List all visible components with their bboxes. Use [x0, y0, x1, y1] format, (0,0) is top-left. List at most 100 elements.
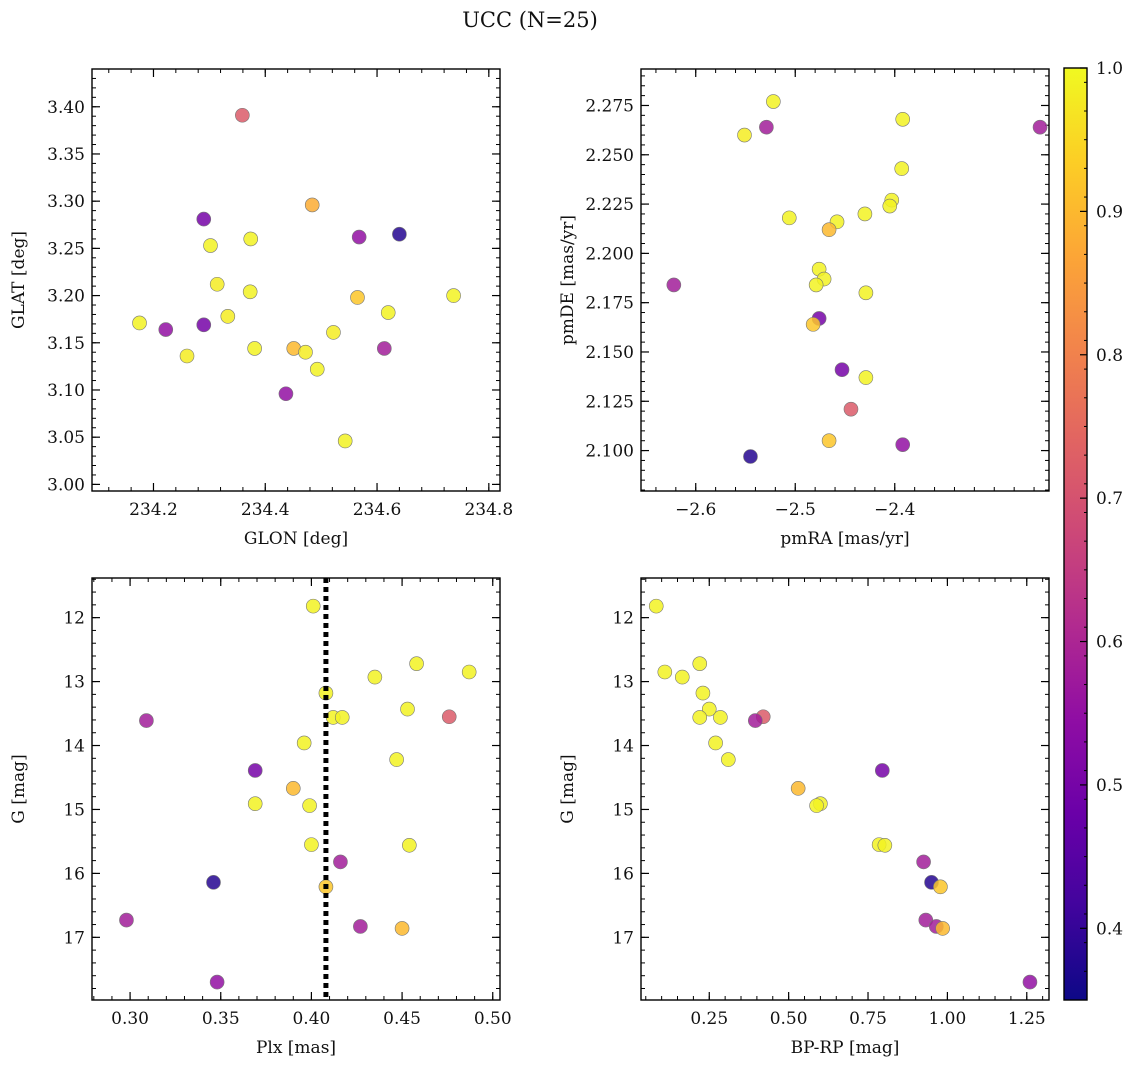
scatter-point: [692, 710, 708, 725]
y-tick-label: 14: [63, 737, 85, 757]
scatter-point: [334, 710, 350, 725]
scatter-point: [377, 341, 392, 356]
scatter-point: [298, 344, 313, 360]
x-tick-label: 234.4: [241, 500, 290, 520]
y-tick-label: 2.225: [585, 195, 634, 215]
y-tick-label: 2.150: [585, 343, 634, 363]
scatter-point: [285, 781, 301, 796]
scatter-point: [209, 276, 225, 292]
x-tick-label: −2.6: [675, 500, 716, 520]
y-tick-label: 3.00: [47, 475, 85, 495]
x-axis-label: GLON [deg]: [244, 529, 348, 549]
scatter-point: [808, 277, 824, 293]
plot-frame: [91, 68, 501, 492]
y-tick-label: 13: [63, 673, 85, 693]
colorbar-tick-label: 0.4: [1096, 919, 1123, 939]
scatter-point: [220, 309, 236, 324]
scatter-point: [933, 879, 948, 895]
plot-frame: [91, 577, 501, 1001]
scatter-point: [179, 348, 195, 364]
scatter-point: [326, 325, 341, 340]
x-tick-label: 234.8: [464, 500, 513, 520]
scatter-point: [196, 211, 212, 227]
x-tick-label: 0.40: [292, 1009, 330, 1029]
colorbar-tick-label: 0.6: [1096, 633, 1123, 653]
colorbar-tick-label: 1.0: [1096, 59, 1123, 79]
scatter-point: [821, 222, 837, 238]
scatter-point: [701, 701, 717, 717]
y-tick-label: 16: [612, 864, 634, 884]
y-tick-label: 12: [612, 609, 634, 629]
scatter-point: [304, 837, 319, 852]
scatter-point: [296, 735, 312, 751]
x-tick-label: 0.45: [383, 1009, 421, 1029]
y-tick-label: 14: [612, 737, 634, 757]
scatter-point: [389, 752, 404, 767]
y-axis-label: G [mag]: [9, 754, 29, 823]
x-tick-label: 0.50: [474, 1009, 512, 1029]
scatter-point: [380, 305, 396, 320]
scatter-point: [409, 656, 424, 671]
scatter-point: [247, 796, 263, 812]
scatter-point: [158, 322, 174, 337]
x-tick-label: −2.4: [874, 500, 915, 520]
scatter-point: [858, 285, 874, 301]
y-tick-label: 3.20: [47, 287, 85, 307]
y-tick-label: 17: [63, 928, 85, 948]
scatter-point: [748, 713, 763, 728]
scatter-point: [695, 685, 711, 701]
y-tick-label: 3.10: [47, 381, 85, 401]
scatter-point: [743, 449, 758, 464]
scatter-point: [278, 386, 294, 402]
x-tick-label: 234.6: [353, 500, 402, 520]
panel-pmra-pmde: −2.6 −2.5 −2.4 2.100 2.125 2.150 2.175 2.200 2.2…: [558, 68, 1050, 549]
figure-title: UCC (N=25): [462, 8, 598, 32]
y-tick-label: 16: [63, 864, 85, 884]
scatter-point: [242, 284, 258, 300]
y-tick-label: 3.40: [47, 98, 85, 118]
scatter-point: [441, 709, 457, 725]
y-tick-label: 15: [63, 800, 85, 820]
scatter-point: [304, 197, 320, 213]
scatter-point: [737, 127, 752, 143]
colorbar-tick-label: 0.9: [1096, 202, 1123, 222]
scatter-point: [834, 362, 850, 378]
x-tick-label: 0.35: [202, 1009, 240, 1029]
scatter-point: [209, 974, 225, 990]
colorbar-gradient: [1064, 68, 1087, 1000]
y-tick-label: 2.100: [585, 442, 634, 462]
y-axis-label: G [mag]: [558, 754, 578, 823]
scatter-point: [766, 94, 781, 109]
scatter-point: [821, 433, 837, 449]
plot-frame: [640, 577, 1050, 1001]
scatter-point: [721, 752, 736, 767]
scatter-point: [916, 854, 931, 870]
data-layer: [132, 107, 461, 449]
y-tick-label: 12: [63, 609, 85, 629]
x-tick-label: 234.2: [129, 500, 178, 520]
panel-glon-glat: 234.2 234.4 234.6 234.8 3.00 3.05 3.10 3.15 3.20…: [9, 68, 513, 549]
x-tick-label: 1.25: [1008, 1009, 1046, 1029]
scatter-point: [875, 763, 890, 778]
scatter-point: [805, 317, 821, 332]
scatter-point: [132, 315, 147, 331]
scatter-point: [895, 437, 911, 452]
scatter-point: [790, 781, 806, 796]
scatter-point: [935, 921, 950, 936]
scatter-point: [809, 798, 824, 813]
plot-frame: [640, 68, 1050, 492]
colorbar-tick-label: 0.8: [1096, 346, 1123, 366]
x-tick-label: −2.5: [775, 500, 816, 520]
scatter-point: [1032, 119, 1048, 135]
scatter-point: [895, 111, 911, 127]
scatter-point: [657, 664, 673, 680]
scatter-point: [1022, 974, 1038, 990]
scatter-point: [781, 210, 797, 226]
scatter-point: [305, 598, 321, 614]
x-tick-label: 0.50: [770, 1009, 808, 1029]
y-tick-label: 13: [612, 673, 634, 693]
scatter-point: [882, 198, 898, 214]
y-tick-label: 2.250: [585, 146, 634, 166]
x-tick-label: 0.75: [849, 1009, 887, 1029]
scatter-point: [394, 921, 410, 936]
